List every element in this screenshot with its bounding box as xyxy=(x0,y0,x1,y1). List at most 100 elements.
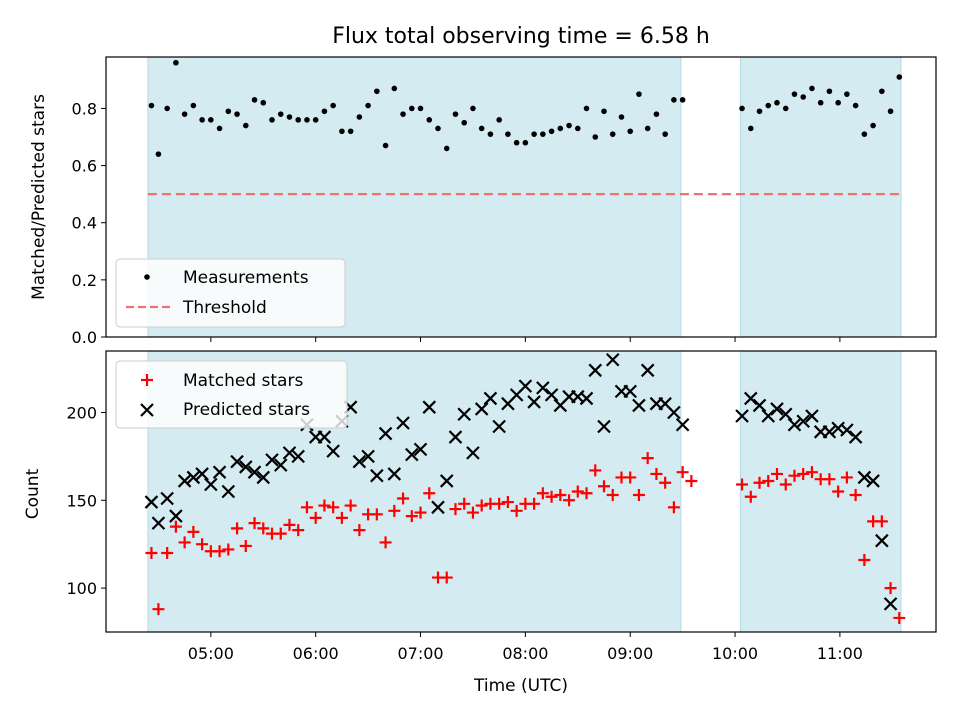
measurement-point xyxy=(347,128,354,135)
predicted-star-point xyxy=(848,430,863,444)
matched-star-point xyxy=(178,536,191,549)
matched-star-point xyxy=(440,571,453,584)
matched-star-point xyxy=(152,603,165,616)
measurement-point xyxy=(426,117,433,123)
measurement-points xyxy=(148,59,903,157)
measurement-point xyxy=(478,125,485,132)
measurement-point xyxy=(809,85,815,92)
predicted-star-point xyxy=(160,491,174,506)
predicted-star-point xyxy=(422,400,437,414)
bottom-legend: Matched stars Predicted stars xyxy=(115,360,348,429)
top-y-axis-label: Matched/Predicted stars xyxy=(29,94,49,300)
x-tick-label: 05:00 xyxy=(188,644,234,663)
predicted-star-point xyxy=(866,474,880,488)
matched-star-point xyxy=(274,527,287,540)
matched-star-point xyxy=(327,501,340,514)
measurement-point xyxy=(374,88,380,95)
predicted-star-point xyxy=(536,381,550,395)
measurement-point xyxy=(417,105,424,112)
matched-star-point xyxy=(893,611,906,624)
measurement-point xyxy=(636,91,642,97)
matched-star-point xyxy=(667,501,680,514)
matched-star-point xyxy=(475,499,488,512)
matched-star-point xyxy=(510,504,523,517)
predicted-star-point xyxy=(326,444,340,458)
legend-predicted-label: Predicted stars xyxy=(183,400,310,420)
matched-star-point xyxy=(335,511,348,524)
matched-star-point xyxy=(239,539,252,552)
matched-star-point xyxy=(213,545,226,558)
predicted-star-point xyxy=(370,468,384,483)
bottom-y-axis-label: Count xyxy=(23,468,43,519)
measurement-point xyxy=(356,114,363,120)
predicted-star-point xyxy=(448,430,463,444)
predicted-star-point xyxy=(588,363,603,378)
bottom-axis-ticks: 100 150 200 05:00 06:00 07:00 08:00 09:00 10:00 1… xyxy=(66,403,862,663)
predicted-star-point xyxy=(544,388,559,402)
predicted-star-point xyxy=(778,407,793,422)
matched-star-point xyxy=(405,510,418,523)
matched-star-point xyxy=(353,524,366,537)
predicted-star-point xyxy=(169,509,183,523)
top-axis-ticks: 0.0 0.2 0.4 0.6 0.8 xyxy=(72,99,841,347)
measurement-point xyxy=(155,151,162,157)
measurement-point xyxy=(164,105,170,112)
measurement-point xyxy=(321,108,328,115)
predicted-star-point xyxy=(857,470,872,485)
measurement-point xyxy=(181,111,188,117)
predicted-star-point xyxy=(431,500,445,515)
predicted-star-point xyxy=(221,484,236,499)
measurement-point xyxy=(496,117,502,123)
measurement-point xyxy=(382,142,389,149)
legend-matched-label: Matched stars xyxy=(183,371,303,391)
matched-star-point xyxy=(161,546,174,559)
predicted-star-point xyxy=(282,446,297,460)
measurement-point xyxy=(339,128,345,135)
predicted-star-point xyxy=(151,516,166,530)
chart-title: Flux total observing time = 6.58 h xyxy=(332,24,710,49)
matched-star-point xyxy=(169,520,182,533)
matched-star-point xyxy=(571,485,584,498)
count-panel: 100 150 200 05:00 06:00 07:00 08:00 09:00 10:00 1… xyxy=(66,350,937,663)
matched-star-point xyxy=(283,518,296,531)
matched-stars-points xyxy=(145,452,906,624)
matched-star-point xyxy=(554,489,567,502)
predicted-star-point xyxy=(466,446,480,460)
measurement-point xyxy=(835,99,841,106)
matched-star-point xyxy=(744,490,757,503)
x-tick-label: 10:00 xyxy=(712,644,758,663)
predicted-star-point xyxy=(352,454,367,469)
predicted-star-point xyxy=(735,409,749,423)
ratio-panel: 0.0 0.2 0.4 0.6 0.8 Measurements Threshold xyxy=(72,56,937,347)
predicted-star-point xyxy=(623,384,637,399)
matched-star-point xyxy=(632,489,645,502)
matched-star-point xyxy=(823,473,836,486)
matched-star-point xyxy=(624,471,637,484)
matched-star-point xyxy=(736,478,749,491)
measurement-point xyxy=(557,125,564,132)
predicted-star-point xyxy=(840,423,854,437)
measurement-point xyxy=(739,105,745,112)
predicted-star-point xyxy=(457,407,471,422)
measurement-point xyxy=(800,94,806,100)
predicted-star-point xyxy=(212,465,227,479)
bottom-y-tick-label: 150 xyxy=(66,491,97,510)
matched-star-point xyxy=(248,517,261,530)
bottom-y-tick-label: 200 xyxy=(66,403,97,422)
matched-star-point xyxy=(318,499,331,512)
matched-star-point xyxy=(344,499,357,512)
predicted-star-point xyxy=(186,470,201,485)
predicted-star-point xyxy=(805,409,819,423)
matched-star-point xyxy=(779,478,792,491)
matched-star-point xyxy=(858,553,871,566)
predicted-star-point xyxy=(177,474,192,488)
predicted-star-point xyxy=(632,398,646,413)
predicted-star-point xyxy=(492,419,506,434)
legend-measurements-label: Measurements xyxy=(183,268,309,288)
measurement-point xyxy=(487,131,494,137)
predicted-star-point xyxy=(247,465,262,479)
legend-threshold-label: Threshold xyxy=(182,298,267,318)
measurement-point xyxy=(513,139,520,146)
predicted-star-point xyxy=(439,474,454,488)
